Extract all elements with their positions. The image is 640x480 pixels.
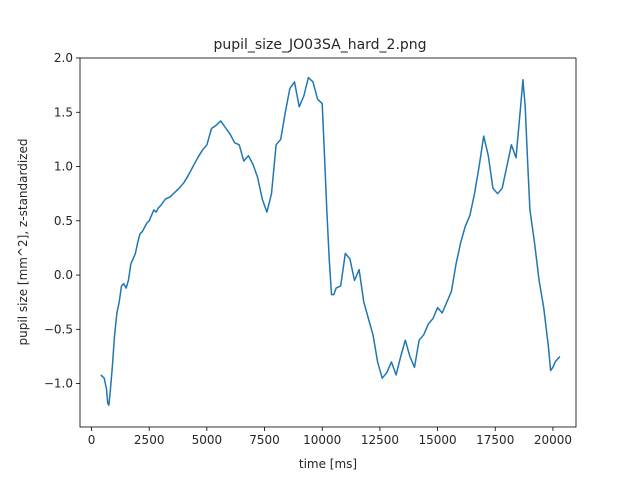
y-tick-label: −1.0 [44, 377, 73, 391]
series-line [100, 76, 561, 407]
chart-title: pupil_size_JO03SA_hard_2.png [213, 37, 426, 53]
y-tick-label: 0.5 [54, 214, 73, 228]
plot-frame [79, 57, 577, 428]
y-axis-ticks: −1.0 −0.5 0.0 0.5 1.0 1.5 2.0 [44, 51, 80, 391]
x-axis-label: time [ms] [299, 457, 357, 471]
x-tick-label: 17500 [476, 433, 514, 447]
y-tick-label: −0.5 [44, 322, 73, 336]
x-tick-label: 2500 [134, 433, 165, 447]
x-tick-label: 0 [88, 433, 96, 447]
y-tick-label: 0.0 [54, 268, 73, 282]
x-tick-label: 5000 [192, 433, 223, 447]
x-tick-label: 10000 [303, 433, 341, 447]
y-tick-label: 2.0 [54, 51, 73, 65]
x-tick-label: 20000 [534, 433, 572, 447]
x-axis-ticks: 0 2500 5000 7500 10000 12500 15000 17500 20000 [88, 427, 572, 447]
x-tick-label: 12500 [361, 433, 399, 447]
y-tick-label: 1.0 [54, 160, 73, 174]
y-axis-label: pupil size [mm^2], z-standardized [16, 139, 30, 346]
x-tick-label: 15000 [418, 433, 456, 447]
x-tick-label: 7500 [249, 433, 280, 447]
y-tick-label: 1.5 [54, 105, 73, 119]
